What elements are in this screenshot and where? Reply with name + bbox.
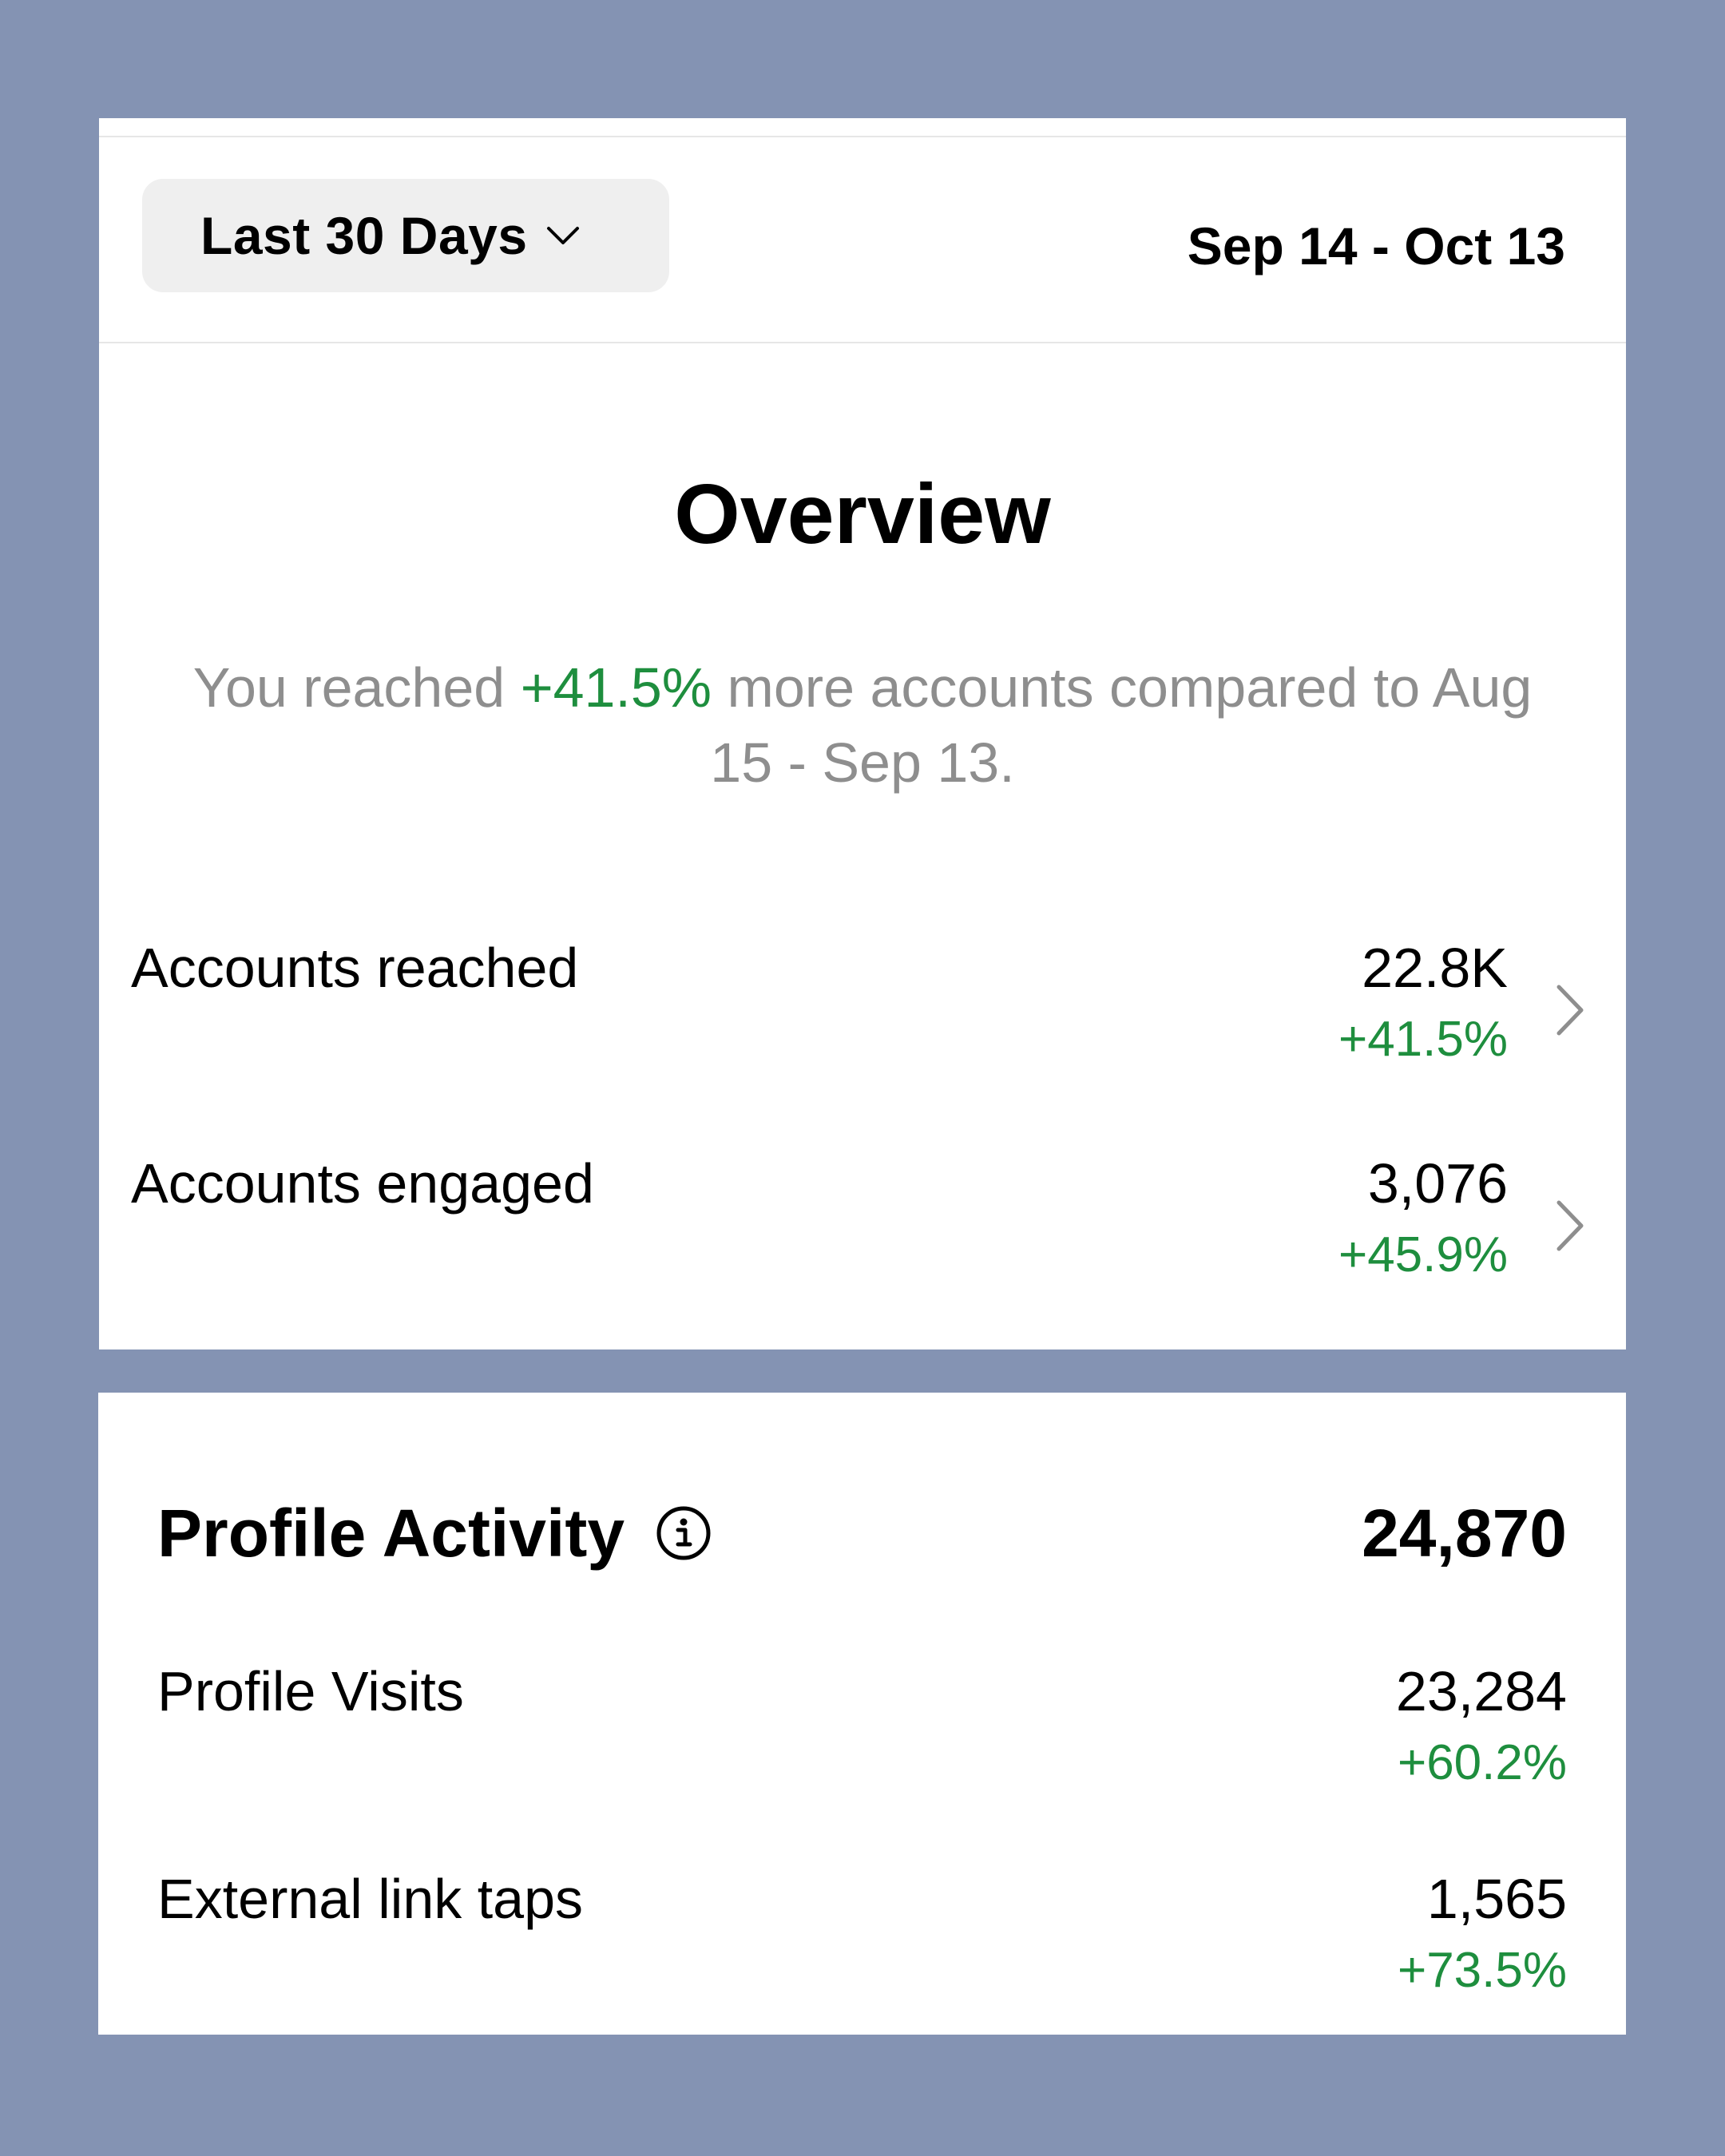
overview-title: Overview bbox=[674, 467, 1051, 561]
activity-row-external-link-taps: External link taps 1,565 +73.5% bbox=[98, 1861, 1626, 2020]
metric-label: Accounts engaged bbox=[131, 1152, 594, 1215]
overview-card: Last 30 Days Sep 14 - Oct 13 Overview Yo… bbox=[99, 118, 1626, 1349]
activity-label: External link taps bbox=[157, 1868, 584, 1930]
profile-activity-total: 24,870 bbox=[1362, 1496, 1567, 1571]
activity-values: 23,284 +60.2% bbox=[1396, 1653, 1567, 1797]
metric-value: 3,076 bbox=[1367, 1152, 1508, 1215]
date-range-dropdown[interactable]: Last 30 Days bbox=[142, 179, 669, 292]
metric-delta: +45.9% bbox=[1338, 1227, 1508, 1282]
overview-summary: You reached +41.5% more accounts compare… bbox=[179, 650, 1546, 800]
profile-activity-title: Profile Activity bbox=[157, 1496, 625, 1571]
profile-activity-card: Profile Activity 24,870 Profile Visits 2… bbox=[98, 1393, 1626, 2035]
summary-delta: +41.5% bbox=[520, 656, 712, 719]
metric-delta: +41.5% bbox=[1338, 1012, 1508, 1067]
top-divider bbox=[99, 136, 1626, 137]
summary-prefix: You reached bbox=[192, 656, 521, 719]
chevron-right-icon[interactable] bbox=[1552, 982, 1588, 1038]
activity-row-profile-visits: Profile Visits 23,284 +60.2% bbox=[98, 1653, 1626, 1813]
profile-activity-header: Profile Activity bbox=[157, 1493, 712, 1573]
activity-delta: +60.2% bbox=[1397, 1735, 1567, 1790]
metric-values: 22.8K +41.5% bbox=[1338, 929, 1508, 1073]
metric-row-accounts-engaged[interactable]: Accounts engaged 3,076 +45.9% bbox=[99, 1145, 1626, 1305]
chevron-down-icon bbox=[546, 227, 579, 244]
activity-values: 1,565 +73.5% bbox=[1398, 1861, 1567, 2004]
activity-label: Profile Visits bbox=[157, 1660, 464, 1722]
activity-value: 23,284 bbox=[1395, 1660, 1567, 1722]
date-range-text: Sep 14 - Oct 13 bbox=[1187, 216, 1565, 275]
metric-label: Accounts reached bbox=[131, 937, 579, 999]
chevron-right-icon[interactable] bbox=[1552, 1198, 1588, 1254]
info-icon[interactable] bbox=[655, 1504, 712, 1562]
activity-value: 1,565 bbox=[1426, 1868, 1567, 1930]
metric-value: 22.8K bbox=[1362, 937, 1508, 999]
metric-row-accounts-reached[interactable]: Accounts reached 22.8K +41.5% bbox=[99, 929, 1626, 1089]
date-range-dropdown-label: Last 30 Days bbox=[200, 206, 528, 265]
metric-values: 3,076 +45.9% bbox=[1338, 1145, 1508, 1289]
summary-suffix: more accounts compared to Aug 15 - Sep 1… bbox=[710, 656, 1533, 794]
activity-delta: +73.5% bbox=[1397, 1943, 1567, 1998]
header-divider bbox=[99, 342, 1626, 343]
